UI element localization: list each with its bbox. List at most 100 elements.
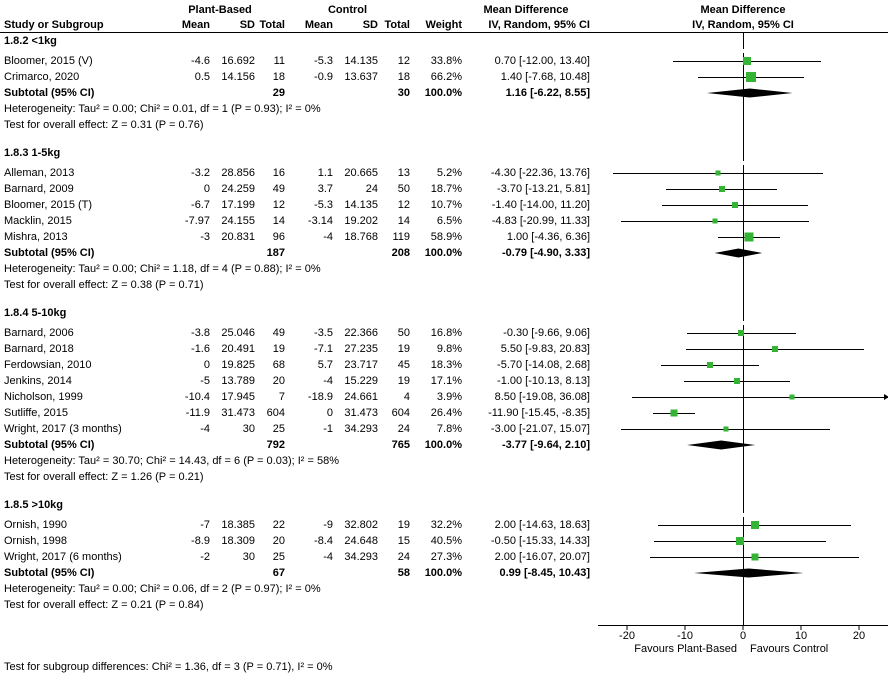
plant-total-value: 11 (273, 55, 285, 67)
favours-right-label: Favours Control (750, 643, 829, 655)
plant-sd-value: 28.856 (221, 167, 255, 179)
weight-value: 9.8% (436, 343, 462, 355)
control-sd-value: 22.366 (344, 327, 378, 339)
overall-effect-note-text: Test for overall effect: Z = 1.26 (P = 0… (4, 471, 204, 483)
plant-sd-value: 13.789 (221, 375, 255, 387)
weight-value: 100.0% (424, 87, 462, 99)
plot-cell (598, 549, 888, 565)
zero-line (743, 581, 744, 597)
weight-value: 27.3% (430, 551, 462, 563)
effect-square (744, 232, 754, 242)
plot-cell (598, 181, 888, 197)
effect-square (736, 537, 745, 545)
plant-sd-value: 18.385 (221, 519, 255, 531)
md-ci-value: -5.70 [-14.08, 2.68] (497, 359, 590, 371)
plot-cell (598, 293, 888, 305)
plant-mean-value: -6.7 (191, 199, 210, 211)
md-ci-value: 2.00 [-14.63, 18.63] (494, 519, 590, 531)
control-total-value: 604 (391, 407, 410, 419)
md-ci-value: 1.16 [-6.22, 8.55] (505, 87, 590, 99)
plant-sd-value: 30 (242, 423, 255, 435)
study-label: Bloomer, 2015 (T) (4, 199, 93, 211)
zero-line (743, 133, 744, 145)
control-total-header: Total (384, 18, 410, 31)
effect-square (743, 57, 752, 65)
study-label: Wright, 2017 (6 months) (4, 551, 122, 563)
control-mean-value: -1 (323, 423, 333, 435)
study-label: Subtotal (95% CI) (4, 567, 95, 579)
control-sd-value: 32.802 (344, 519, 378, 531)
plot-cell (598, 597, 888, 613)
study-row: Barnard, 2018 -1.6 20.491 19 -7.1 27.235 19 9.8… (0, 341, 888, 357)
control-total-value: 19 (397, 519, 410, 531)
control-total-value: 12 (397, 55, 410, 67)
plot-cell (598, 485, 888, 497)
plot-cell (598, 101, 888, 117)
plant-mean-value: -10.4 (184, 391, 210, 403)
subgroup-title-text: 1.8.5 >10kg (4, 499, 64, 511)
control-mean-value: 1.1 (317, 167, 333, 179)
plot-cell (598, 53, 888, 69)
plant-sd-value: 30 (242, 551, 255, 563)
subtotal-diamond (687, 440, 756, 450)
overall-effect-note-text: Test for overall effect: Z = 0.31 (P = 0… (4, 119, 204, 131)
axis-tick-label: -10 (677, 630, 693, 642)
spacer-row (0, 133, 888, 145)
weight-value: 26.4% (430, 407, 462, 419)
zero-line (743, 597, 744, 613)
md-ci-value: -1.00 [-10.13, 8.13] (497, 375, 590, 387)
mean-difference-col-header: Mean Difference (483, 3, 569, 16)
study-label: Ferdowsian, 2010 (4, 359, 92, 371)
plot-cell (598, 389, 888, 405)
plot-cell (598, 325, 888, 341)
weight-value: 17.1% (430, 375, 462, 387)
plant-mean-value: -4.6 (191, 55, 210, 67)
subtotal-diamond (714, 248, 763, 258)
plant-sd-value: 24.155 (221, 215, 255, 227)
zero-line (743, 453, 744, 469)
zero-line (743, 117, 744, 133)
control-sd-value: 34.293 (344, 551, 378, 563)
mean-difference-plot-header: Mean Difference (700, 3, 786, 16)
axis-tick (800, 626, 802, 630)
favours-labels: Favours Plant-Based Favours Control (598, 643, 888, 656)
control-total-value: 58 (397, 567, 410, 579)
overall-effect-note: Test for overall effect: Z = 0.38 (P = 0… (0, 277, 888, 293)
effect-square (723, 426, 729, 432)
plant-total-value: 67 (272, 567, 285, 579)
study-row: Jenkins, 2014 -5 13.789 20 -4 15.229 19 17.1% -1… (0, 373, 888, 389)
study-row: Mishra, 2013 -3 20.831 96 -4 18.768 119 58.9% 1.… (0, 229, 888, 245)
axis-tick (626, 626, 628, 630)
control-total-value: 119 (392, 231, 410, 243)
plant-sd-value: 17.945 (221, 391, 255, 403)
plant-sd-value: 24.259 (221, 183, 255, 195)
control-sd-value: 27.235 (344, 343, 378, 355)
header-columns-row: Study or Subgroup Mean SD Total Mean SD … (0, 17, 888, 32)
control-sd-value: 19.202 (344, 215, 378, 227)
plant-mean-value: -11.9 (185, 407, 210, 419)
control-mean-value: -8.4 (314, 535, 333, 547)
study-row: Wright, 2017 (3 months) -4 30 25 -1 34.293 24 7… (0, 421, 888, 437)
plant-mean-value: -1.6 (191, 343, 210, 355)
control-mean-value: -4 (323, 375, 333, 387)
plant-mean-value: 0 (203, 183, 210, 195)
plot-cell (598, 357, 888, 373)
plot-cell (598, 373, 888, 389)
zero-line (743, 613, 744, 625)
control-sd-header: SD (362, 18, 378, 31)
zero-line (743, 33, 744, 49)
md-ci-value: -3.77 [-9.64, 2.10] (501, 439, 590, 451)
subtotal-row: Subtotal (95% CI) 792 765 100.0% -3.77 [-9.6… (0, 437, 888, 453)
plant-total-value: 20 (272, 375, 285, 387)
study-label: Ornish, 1990 (4, 519, 67, 531)
heterogeneity-note: Heterogeneity: Tau² = 0.00; Chi² = 0.06,… (0, 581, 888, 597)
study-label: Bloomer, 2015 (V) (4, 55, 93, 67)
plant-sd-value: 20.831 (221, 231, 255, 243)
plant-total-value: 25 (272, 551, 285, 563)
plant-total-value: 29 (272, 87, 285, 99)
md-ci-value: -0.30 [-9.66, 9.06] (503, 327, 590, 339)
md-ci-value: -1.40 [-14.00, 11.20] (491, 199, 590, 211)
effect-square (712, 218, 718, 224)
control-total-value: 24 (397, 551, 410, 563)
effect-square (789, 394, 795, 400)
